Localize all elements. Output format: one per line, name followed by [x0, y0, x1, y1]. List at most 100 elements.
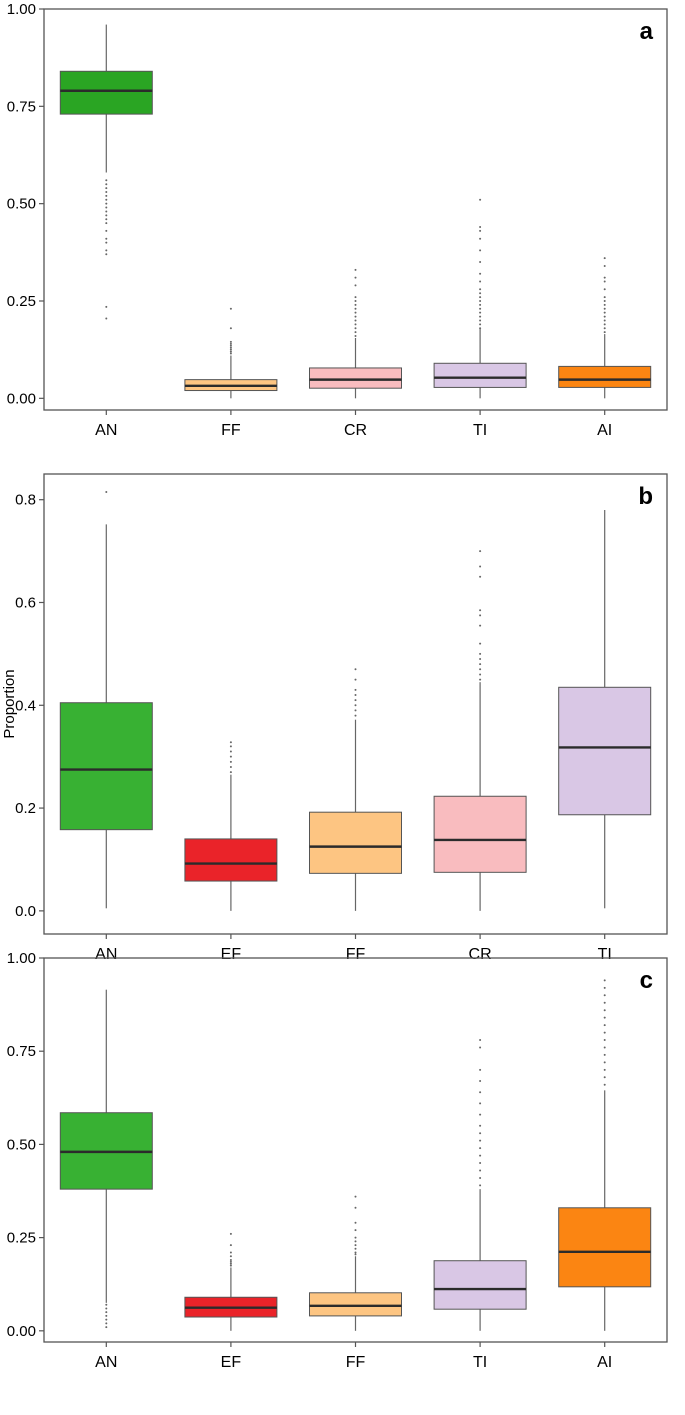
outlier-point [479, 226, 482, 229]
y-tick-label: 0.75 [7, 98, 36, 115]
outlier-point [105, 218, 108, 221]
iqr-box [433, 795, 527, 873]
outlier-point [229, 327, 232, 330]
outlier-point [229, 340, 232, 343]
panel-label: c [640, 967, 653, 994]
outlier-point [479, 1068, 482, 1071]
iqr-box [558, 686, 652, 816]
outlier-point [603, 1083, 606, 1086]
outlier-point [354, 709, 357, 712]
outlier-point [479, 673, 482, 676]
outlier-point [354, 1221, 357, 1224]
outlier-point [354, 694, 357, 697]
outlier-point [229, 745, 232, 748]
outlier-point [603, 303, 606, 306]
outlier-point [479, 624, 482, 627]
y-tick-label: 0.25 [7, 293, 36, 310]
outlier-point [603, 296, 606, 299]
outlier-point [603, 311, 606, 314]
outlier-point [354, 678, 357, 681]
box-AN [59, 24, 153, 320]
outlier-point [354, 699, 357, 702]
outlier-point [479, 303, 482, 306]
outlier-point [354, 704, 357, 707]
box-TI [558, 509, 652, 909]
outlier-point [479, 280, 482, 283]
outlier-point [479, 658, 482, 661]
outlier-point [229, 1255, 232, 1258]
x-tick-label: TI [473, 1354, 487, 1371]
outlier-point [354, 668, 357, 671]
box-AI [558, 979, 652, 1331]
outlier-point [603, 288, 606, 291]
panel-a: 0.00 0.25 0.50 0.75 1.00 AN FF CR TI AI a [7, 1, 668, 439]
outlier-point [354, 307, 357, 310]
y-tick-label: 0.25 [7, 1230, 36, 1247]
outlier-point [603, 1061, 606, 1064]
y-tick-label: 0.75 [7, 1043, 36, 1060]
outlier-point [229, 760, 232, 763]
outlier-point [105, 1307, 108, 1310]
y-tick-label: 1.00 [7, 950, 36, 967]
iqr-box [309, 811, 402, 874]
outlier-point [354, 1251, 357, 1254]
outlier-point [479, 1080, 482, 1083]
box-TI [433, 198, 527, 399]
outlier-point [229, 1251, 232, 1254]
outlier-point [354, 319, 357, 322]
outlier-point [603, 257, 606, 260]
outlier-point [105, 179, 108, 182]
outlier-point [105, 317, 108, 320]
x-tick-label: CR [469, 946, 492, 963]
outlier-point [479, 1184, 482, 1187]
outlier-point [229, 350, 232, 353]
outlier-point [603, 323, 606, 326]
outlier-point [354, 296, 357, 299]
box-CR [309, 268, 402, 399]
outlier-point [105, 187, 108, 190]
y-axis-title: Proportion [1, 669, 18, 738]
outlier-point [479, 663, 482, 666]
x-tick-label: FF [221, 422, 241, 439]
y-tick-label: 1.00 [7, 1, 36, 18]
outlier-point [229, 344, 232, 347]
outlier-point [603, 327, 606, 330]
outlier-point [354, 284, 357, 287]
box-FF [184, 307, 278, 399]
outlier-point [229, 741, 232, 744]
outlier-point [229, 1244, 232, 1247]
box-EF [184, 741, 278, 911]
iqr-box [309, 1292, 402, 1317]
outlier-point [479, 1176, 482, 1179]
outlier-point [105, 198, 108, 201]
outlier-point [479, 272, 482, 275]
iqr-box [59, 70, 153, 115]
outlier-point [603, 1009, 606, 1012]
outlier-point [354, 311, 357, 314]
outlier-point [354, 303, 357, 306]
outlier-point [229, 346, 232, 349]
outlier-point [603, 1016, 606, 1019]
outlier-point [105, 249, 108, 252]
outlier-point [105, 490, 108, 493]
x-tick-label: CR [344, 422, 367, 439]
outlier-point [105, 1303, 108, 1306]
outlier-point [354, 268, 357, 271]
outlier-point [229, 750, 232, 753]
outlier-point [479, 1169, 482, 1172]
iqr-box [558, 1207, 652, 1288]
box-AN [59, 989, 153, 1329]
x-tick-label: EF [221, 946, 242, 963]
outlier-point [479, 1154, 482, 1157]
y-tick-label: 0.0 [15, 903, 36, 920]
outlier-point [603, 319, 606, 322]
panel-label: b [638, 483, 653, 510]
outlier-point [479, 1132, 482, 1135]
outlier-point [479, 237, 482, 240]
outlier-point [603, 1039, 606, 1042]
outlier-point [354, 714, 357, 717]
outlier-point [479, 668, 482, 671]
iqr-box [309, 367, 402, 389]
outlier-point [603, 994, 606, 997]
x-tick-label: AI [597, 422, 612, 439]
